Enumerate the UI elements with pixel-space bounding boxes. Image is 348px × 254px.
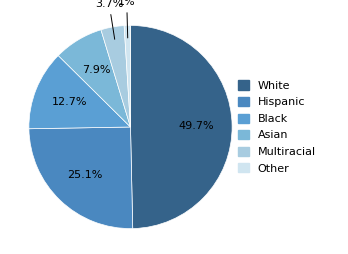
Wedge shape [29,127,133,229]
Wedge shape [124,25,130,127]
Text: 25.1%: 25.1% [67,170,102,180]
Wedge shape [101,26,130,127]
Text: 7.9%: 7.9% [82,66,111,75]
Text: 49.7%: 49.7% [179,121,214,131]
Wedge shape [58,30,130,127]
Wedge shape [130,25,232,229]
Legend: White, Hispanic, Black, Asian, Multiracial, Other: White, Hispanic, Black, Asian, Multiraci… [238,80,316,174]
Text: 12.7%: 12.7% [52,98,87,107]
Text: 3.7%: 3.7% [95,0,123,39]
Wedge shape [29,56,130,129]
Text: 1%: 1% [118,0,136,38]
